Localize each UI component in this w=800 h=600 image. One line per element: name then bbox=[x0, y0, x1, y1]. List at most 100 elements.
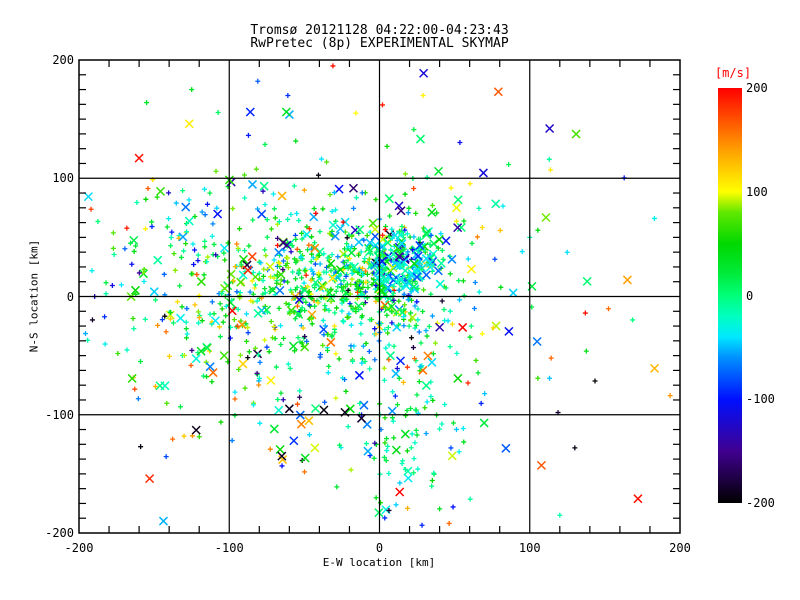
scatter-point bbox=[184, 216, 194, 226]
scatter-point bbox=[270, 191, 276, 197]
scatter-point bbox=[457, 140, 463, 146]
scatter-point bbox=[270, 286, 276, 292]
scatter-point bbox=[353, 195, 359, 201]
scatter-point bbox=[400, 255, 410, 265]
scatter-point bbox=[391, 297, 397, 303]
scatter-point bbox=[410, 345, 416, 351]
scatter-point bbox=[427, 207, 437, 217]
scatter-point bbox=[401, 314, 407, 320]
scatter-point bbox=[415, 306, 421, 312]
scatter-point bbox=[363, 446, 373, 456]
scatter-point bbox=[191, 425, 201, 435]
scatter-point bbox=[344, 246, 350, 252]
scatter-point bbox=[270, 335, 276, 341]
scatter-point bbox=[135, 396, 141, 402]
scatter-point bbox=[400, 379, 406, 385]
scatter-point bbox=[245, 325, 251, 331]
scatter-point bbox=[192, 302, 198, 308]
scatter-point bbox=[332, 310, 338, 316]
scatter-point bbox=[310, 443, 320, 453]
scatter-point bbox=[195, 258, 201, 264]
scatter-point bbox=[394, 402, 400, 408]
scatter-point bbox=[226, 269, 236, 279]
scatter-point bbox=[330, 231, 340, 241]
scatter-point bbox=[168, 309, 174, 315]
scatter-point bbox=[189, 87, 195, 93]
scatter-point bbox=[392, 393, 398, 399]
scatter-point bbox=[245, 132, 251, 138]
scatter-point bbox=[286, 305, 296, 315]
scatter-point bbox=[362, 358, 368, 364]
scatter-point bbox=[196, 346, 206, 356]
scatter-point bbox=[356, 307, 362, 313]
scatter-point bbox=[348, 343, 354, 349]
scatter-point bbox=[419, 68, 429, 78]
scatter-point bbox=[339, 308, 345, 314]
scatter-point bbox=[421, 254, 431, 264]
scatter-point bbox=[504, 326, 514, 336]
scatter-point bbox=[236, 277, 246, 287]
scatter-point bbox=[306, 226, 312, 232]
scatter-point bbox=[235, 306, 241, 312]
scatter-point bbox=[281, 107, 291, 117]
scatter-point bbox=[456, 222, 466, 233]
scatter-point bbox=[409, 259, 419, 269]
scatter-point bbox=[427, 242, 433, 248]
scatter-point bbox=[285, 255, 291, 261]
scatter-point bbox=[548, 355, 554, 361]
scatter-point bbox=[633, 494, 643, 504]
scatter-point bbox=[400, 458, 406, 464]
scatter-point bbox=[476, 205, 482, 211]
scatter-point bbox=[328, 298, 334, 304]
scatter-point bbox=[429, 478, 435, 484]
scatter-point bbox=[364, 233, 370, 239]
scatter-point bbox=[571, 129, 581, 139]
scatter-point bbox=[592, 378, 598, 384]
scatter-point bbox=[204, 259, 210, 265]
scatter-point bbox=[413, 210, 419, 216]
scatter-point bbox=[296, 271, 302, 277]
scatter-point bbox=[428, 379, 434, 385]
scatter-point bbox=[437, 506, 443, 512]
scatter-point bbox=[293, 236, 299, 242]
scatter-point bbox=[404, 364, 410, 370]
scatter-point bbox=[365, 238, 375, 248]
scatter-point bbox=[535, 375, 541, 381]
scatter-point bbox=[564, 249, 570, 255]
scatter-point bbox=[359, 400, 369, 410]
scatter-point bbox=[316, 252, 322, 258]
scatter-point bbox=[382, 327, 388, 333]
scatter-point bbox=[124, 347, 130, 353]
scatter-point bbox=[347, 301, 353, 307]
scatter-point bbox=[419, 266, 425, 272]
scatter-point bbox=[262, 201, 268, 207]
scatter-point bbox=[388, 263, 398, 273]
scatter-point bbox=[359, 356, 365, 362]
scatter-point bbox=[271, 275, 277, 281]
scatter-point bbox=[361, 237, 367, 243]
scatter-point bbox=[183, 319, 189, 325]
scatter-point bbox=[479, 331, 485, 337]
scatter-point bbox=[630, 317, 636, 323]
scatter-point bbox=[143, 226, 149, 232]
scatter-point bbox=[413, 427, 419, 433]
scatter-point bbox=[247, 252, 257, 262]
scatter-point bbox=[319, 324, 329, 334]
scatter-point bbox=[249, 278, 255, 284]
scatter-point bbox=[471, 306, 477, 312]
scatter-point bbox=[342, 376, 348, 382]
scatter-point bbox=[325, 347, 331, 353]
scatter-point bbox=[295, 335, 301, 341]
scatter-point bbox=[288, 249, 294, 255]
scatter-point bbox=[213, 168, 219, 174]
scatter-point bbox=[85, 337, 91, 343]
scatter-point bbox=[427, 357, 437, 367]
scatter-point bbox=[363, 340, 369, 346]
scatter-point bbox=[341, 278, 347, 284]
scatter-point bbox=[423, 431, 429, 437]
scatter-point bbox=[364, 243, 374, 253]
scatter-point bbox=[334, 305, 340, 311]
scatter-point bbox=[275, 285, 285, 296]
scatter-point bbox=[367, 260, 377, 270]
scatter-point bbox=[422, 405, 428, 411]
